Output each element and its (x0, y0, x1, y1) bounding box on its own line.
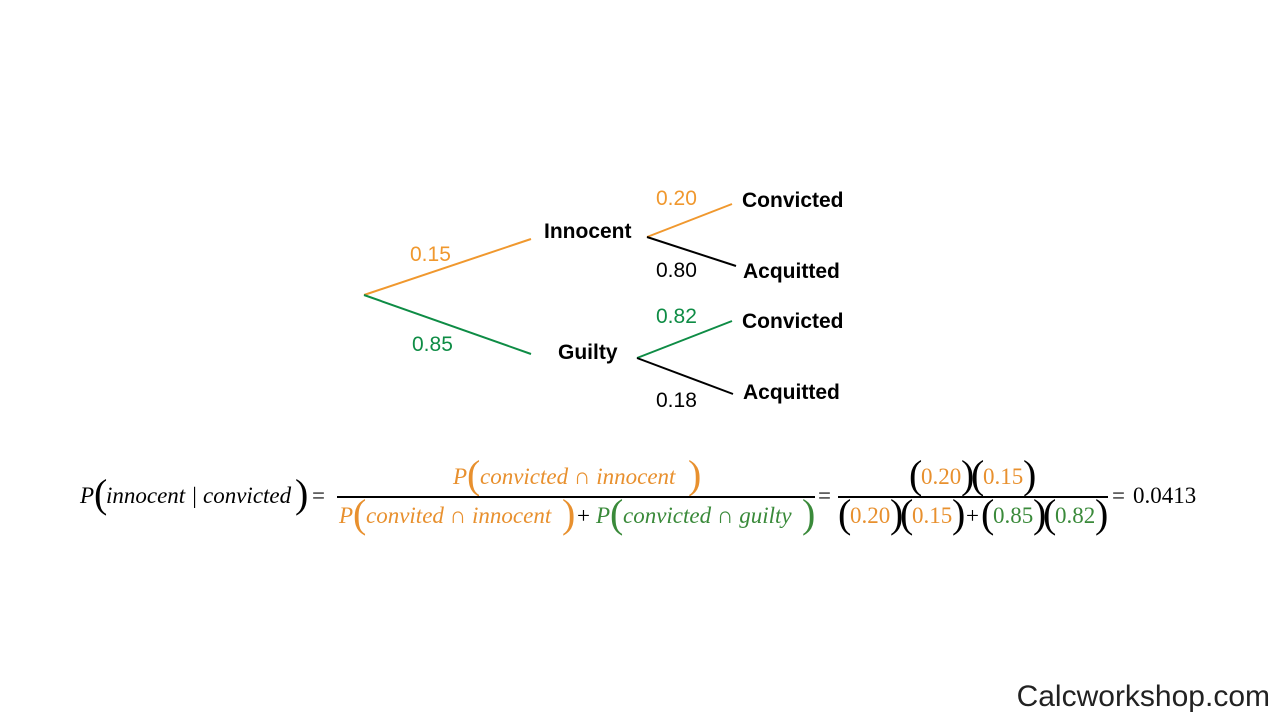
lhs-open-paren: ( (94, 471, 108, 516)
den-v3-open: ( (981, 491, 995, 536)
node-guilty-acquitted: Acquitted (743, 381, 840, 404)
num-close-paren: ) (688, 452, 702, 497)
num-v1-close: ) (961, 452, 975, 497)
den-plus-2: + (966, 503, 979, 528)
den1-P: P (339, 503, 354, 528)
lhs-close-paren: ) (295, 471, 309, 516)
watermark: Calcworkshop.com (1016, 680, 1270, 713)
prob-guilty: 0.85 (412, 333, 453, 356)
den-v2-close: ) (952, 491, 966, 536)
fraction-bar-1 (337, 496, 815, 498)
bayes-formula: P ( innocent | convicted ) = P ( convict… (0, 448, 1280, 548)
den2-close-paren: ) (802, 491, 816, 536)
fraction-bar-2 (838, 496, 1108, 498)
result-value: 0.0413 (1133, 483, 1197, 508)
num-argument: convicted ∩ innocent (480, 464, 676, 489)
den1-argument: convited ∩ innocent (366, 503, 552, 528)
den-v3-close: ) (1033, 491, 1047, 536)
den-v2-open: ( (900, 491, 914, 536)
den-v1-open: ( (838, 491, 852, 536)
node-innocent-convicted: Convicted (742, 189, 844, 212)
num-value-2: 0.15 (983, 464, 1024, 489)
den-value-3: 0.85 (993, 503, 1034, 528)
branch-innocent-convicted (646, 203, 733, 238)
den-plus: + (577, 503, 590, 528)
num-P: P (453, 464, 468, 489)
node-guilty-convicted: Convicted (742, 310, 844, 333)
branch-innocent-acquitted (646, 236, 737, 267)
den-v1-close: ) (890, 491, 904, 536)
prob-guilty-convicted: 0.82 (656, 305, 697, 328)
lhs-P: P (80, 483, 95, 508)
den2-P: P (596, 503, 611, 528)
lhs-argument: innocent | convicted (106, 483, 292, 508)
den-value-2: 0.15 (912, 503, 953, 528)
branch-root-innocent (363, 238, 532, 296)
branch-guilty-acquitted (636, 357, 734, 395)
branch-root-guilty (363, 294, 532, 355)
prob-innocent: 0.15 (410, 243, 451, 266)
equals-2: = (818, 483, 831, 508)
den2-open-paren: ( (610, 491, 624, 536)
branch-guilty-convicted (636, 320, 733, 359)
prob-innocent-acquitted: 0.80 (656, 259, 697, 282)
den2-argument: convicted ∩ guilty (623, 503, 792, 528)
num-v2-close: ) (1023, 452, 1037, 497)
equals-3: = (1112, 483, 1125, 508)
num-v2-open: ( (971, 452, 985, 497)
prob-innocent-convicted: 0.20 (656, 187, 697, 210)
prob-guilty-acquitted: 0.18 (656, 389, 697, 412)
num-open-paren: ( (467, 452, 481, 497)
num-value-1: 0.20 (921, 464, 962, 489)
tree-diagram: Innocent Guilty Convicted Acquitted Conv… (363, 187, 844, 412)
num-v1-open: ( (909, 452, 923, 497)
node-guilty: Guilty (558, 341, 618, 364)
den-value-4: 0.82 (1055, 503, 1096, 528)
den-v4-open: ( (1043, 491, 1057, 536)
den-v4-close: ) (1095, 491, 1109, 536)
den1-open-paren: ( (353, 491, 367, 536)
node-innocent-acquitted: Acquitted (743, 260, 840, 283)
equals-1: = (312, 483, 325, 508)
node-innocent: Innocent (544, 220, 632, 243)
den-value-1: 0.20 (850, 503, 891, 528)
den1-close-paren: ) (562, 491, 576, 536)
